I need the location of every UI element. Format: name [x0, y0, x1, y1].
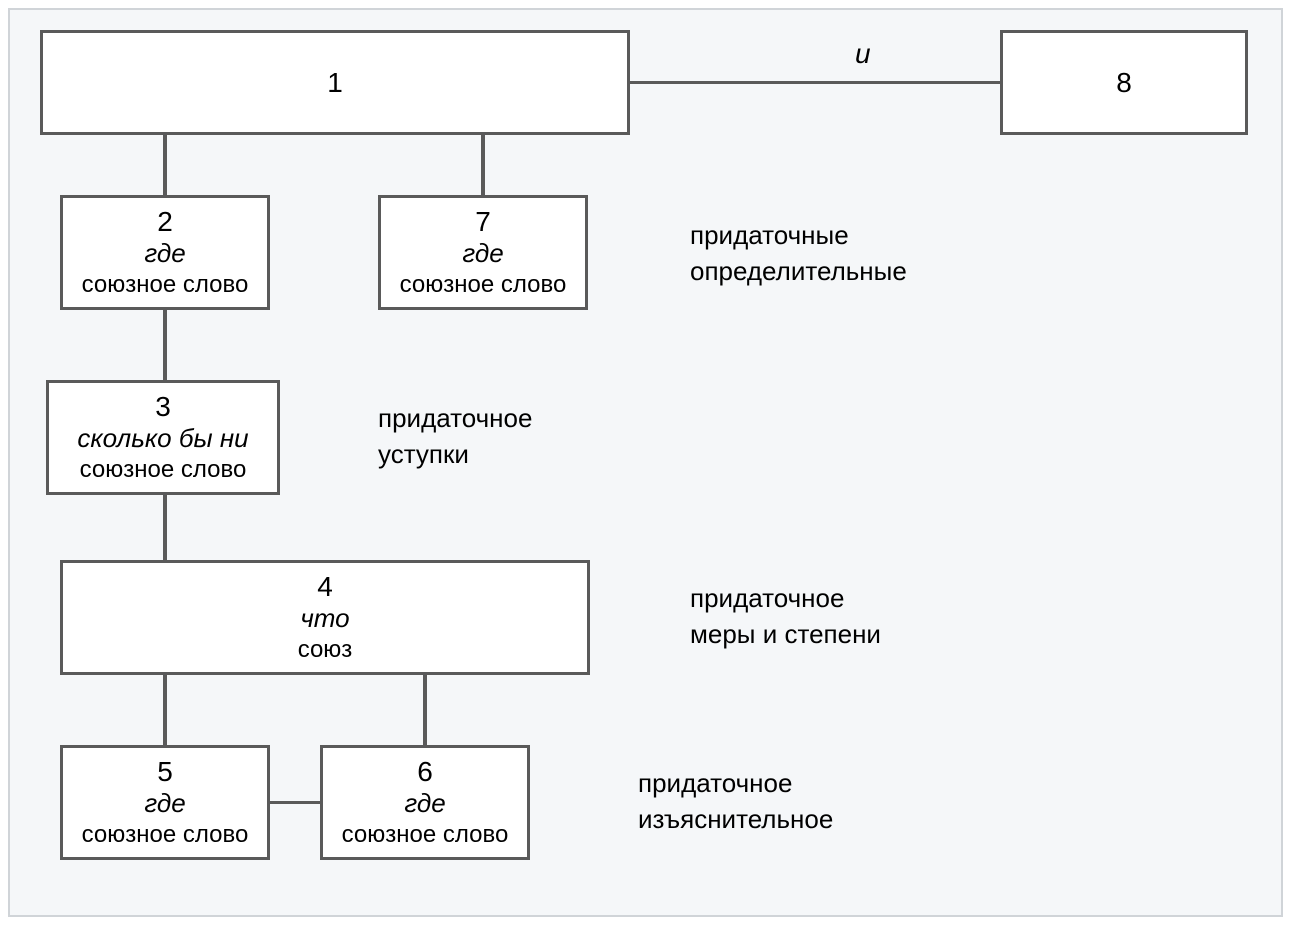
label-row-2-7-line2: определительные [690, 253, 907, 289]
node-8: 8 [1000, 30, 1248, 135]
edge-4-6 [423, 675, 427, 745]
label-row-4-line2: меры и степени [690, 616, 881, 652]
node-1: 1 [40, 30, 630, 135]
node-8-num: 8 [1116, 66, 1132, 100]
node-4-num: 4 [317, 570, 333, 604]
label-row-3: придаточное уступки [378, 400, 532, 473]
edge-1-8 [630, 81, 1000, 84]
node-3-sub: союзное слово [80, 454, 247, 485]
edge-3-4 [163, 495, 167, 560]
node-5-word: где [144, 788, 185, 819]
edge-1-2 [163, 135, 167, 195]
label-row-5-6-line1: придаточное [638, 765, 833, 801]
label-row-4: придаточное меры и степени [690, 580, 881, 653]
label-row-4-line1: придаточное [690, 580, 881, 616]
node-2-sub: союзное слово [82, 269, 249, 300]
node-4: 4 что союз [60, 560, 590, 675]
node-2-num: 2 [157, 205, 173, 239]
node-6: 6 где союзное слово [320, 745, 530, 860]
label-row-2-7-line1: придаточные [690, 217, 907, 253]
node-4-word: что [300, 603, 349, 634]
node-4-sub: союз [298, 634, 353, 665]
label-row-3-line2: уступки [378, 436, 532, 472]
node-3: 3 сколько бы ни союзное слово [46, 380, 280, 495]
node-1-num: 1 [327, 66, 343, 100]
label-row-5-6-line2: изъяснительное [638, 801, 833, 837]
edge-5-6 [270, 801, 320, 804]
node-5: 5 где союзное слово [60, 745, 270, 860]
label-row-3-line1: придаточное [378, 400, 532, 436]
edge-2-3 [163, 310, 167, 380]
edge-4-5 [163, 675, 167, 745]
node-7-word: где [462, 238, 503, 269]
node-7-num: 7 [475, 205, 491, 239]
node-2: 2 где союзное слово [60, 195, 270, 310]
node-2-word: где [144, 238, 185, 269]
edge-label-i: и [855, 38, 871, 70]
label-row-5-6: придаточное изъяснительное [638, 765, 833, 838]
node-5-num: 5 [157, 755, 173, 789]
label-row-2-7: придаточные определительные [690, 217, 907, 290]
node-7: 7 где союзное слово [378, 195, 588, 310]
node-7-sub: союзное слово [400, 269, 567, 300]
node-3-num: 3 [155, 390, 171, 424]
edge-1-7 [481, 135, 485, 195]
node-6-word: где [404, 788, 445, 819]
node-6-sub: союзное слово [342, 819, 509, 850]
node-6-num: 6 [417, 755, 433, 789]
node-3-word: сколько бы ни [77, 423, 248, 454]
node-5-sub: союзное слово [82, 819, 249, 850]
